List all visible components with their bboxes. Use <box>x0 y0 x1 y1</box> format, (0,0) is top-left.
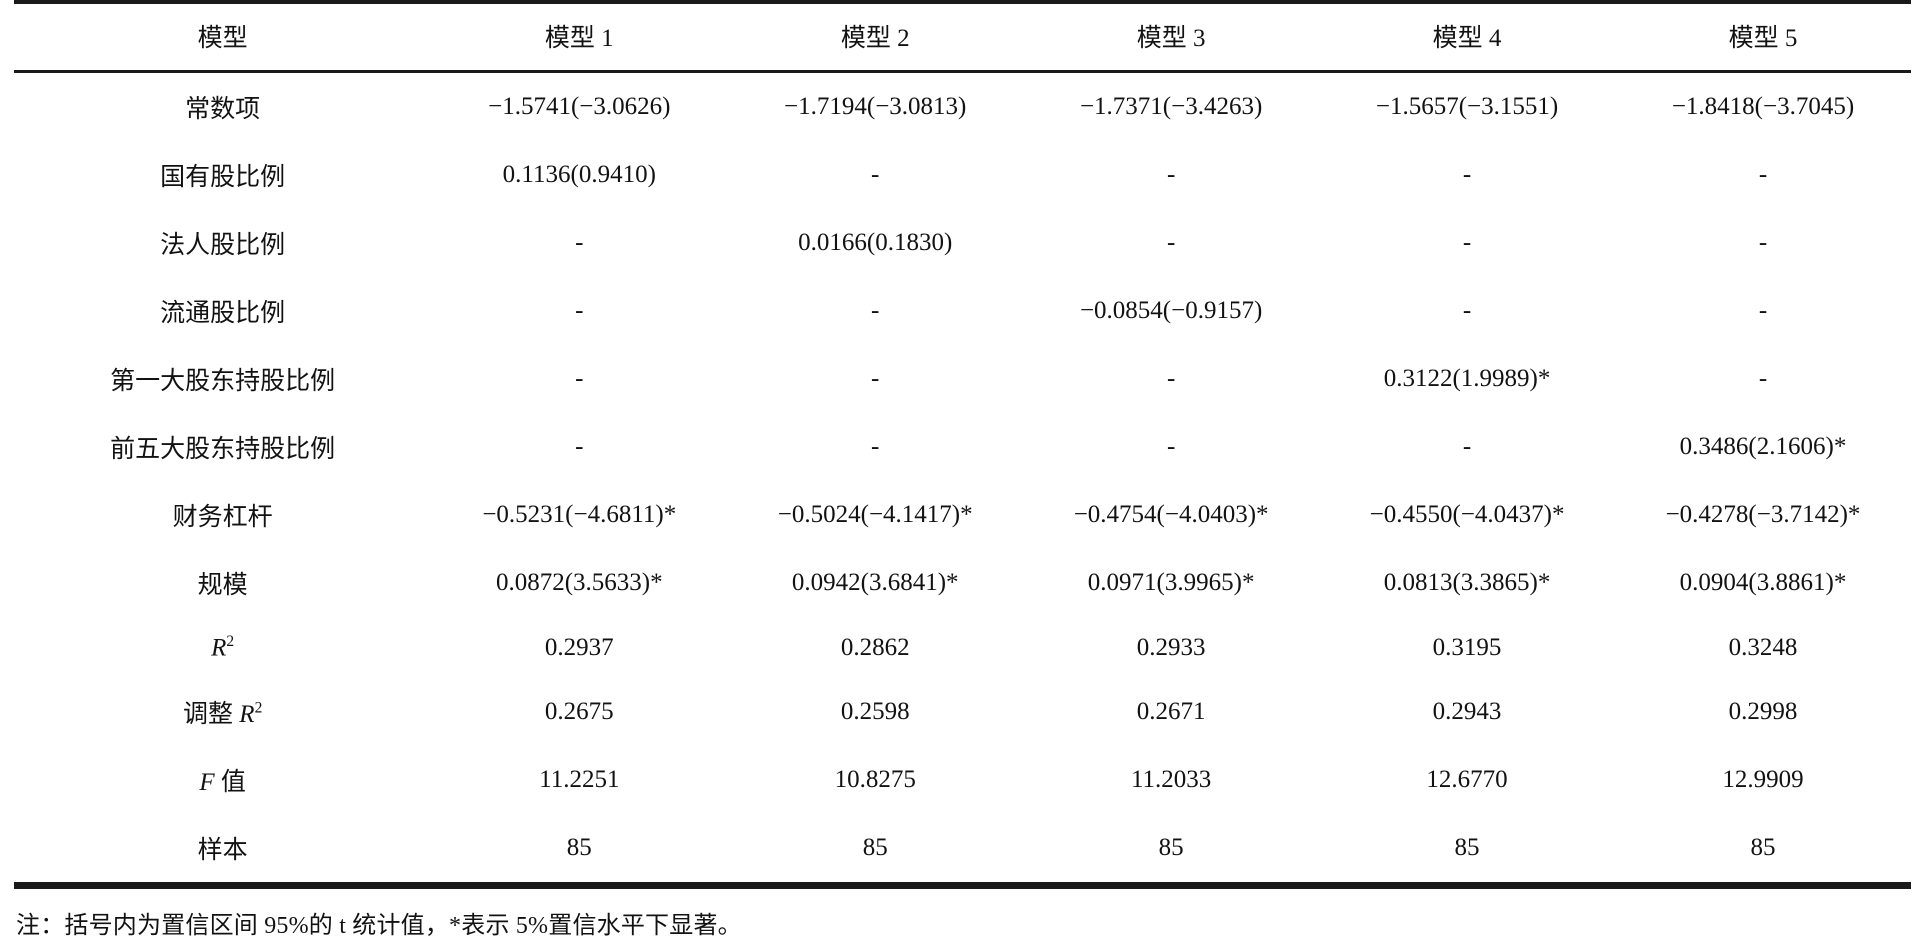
table-cell: - <box>1462 433 1472 460</box>
table-cell: - <box>871 433 880 460</box>
table-note: 注：括号内为置信区间 95%的 t 统计值，*表示 5%置信水平下显著。 <box>16 913 742 940</box>
table-cell: 10.8275 <box>834 766 916 794</box>
table-cell: 12.9909 <box>1722 766 1804 794</box>
table-cell: 85 <box>1454 834 1480 862</box>
table-cell: −0.4278(−3.7142)* <box>1665 501 1861 528</box>
table-cell: 0.0904(3.8861)* <box>1679 569 1847 596</box>
row-label: 财务杠杆 <box>172 504 273 531</box>
table-header: 模型 模型 1 模型 2 模型 3 模型 4 模型 5 <box>14 2 1911 72</box>
table-cell: - <box>1758 297 1768 324</box>
table-cell: −1.5741(−3.0626) <box>488 93 671 120</box>
table-cell: 12.6770 <box>1426 766 1508 794</box>
table-cell: - <box>871 161 880 188</box>
row-label: 常数项 <box>185 96 261 123</box>
row-label: F 值 <box>199 769 246 797</box>
row-label: 调整 R2 <box>183 700 263 729</box>
table-cell: 0.3195 <box>1432 633 1502 661</box>
table-cell: 0.0813(3.3865)* <box>1383 569 1551 596</box>
table-cell: - <box>1166 229 1176 256</box>
table-cell: −1.8418(−3.7045) <box>1671 93 1855 120</box>
table-cell: - <box>1166 161 1176 188</box>
table-cell: 85 <box>1750 834 1776 862</box>
table-cell: 0.2862 <box>840 633 910 661</box>
table-cell: 0.2943 <box>1432 698 1502 726</box>
table-body: 常数项 −1.5741(−3.0626) −1.7194(−3.0813) −1.73… <box>14 71 1911 884</box>
table-cell: −0.0854(−0.9157) <box>1079 297 1263 324</box>
table-cell: - <box>1462 161 1472 188</box>
row-label: 第一大股东持股比例 <box>110 368 336 395</box>
table-row: 法人股比例 - 0.0166(0.1830) - - - <box>14 209 1911 277</box>
table-cell: 11.2033 <box>1130 766 1212 794</box>
table-row: 调整 R2 0.2675 0.2598 0.2671 0.2943 0.2998 <box>14 678 1911 746</box>
table-cell: 0.2598 <box>840 698 910 726</box>
row-label: 法人股比例 <box>160 232 286 259</box>
table-cell: - <box>1166 365 1176 392</box>
table-row: 常数项 −1.5741(−3.0626) −1.7194(−3.0813) −1.73… <box>14 71 1911 142</box>
table-cell: 0.2937 <box>544 633 614 661</box>
table-row: R2 0.2937 0.2862 0.2933 0.3195 0.3248 <box>14 617 1911 678</box>
table-row: 财务杠杆 −0.5231(−4.6811)* −0.5024(−4.1417)* −0… <box>14 481 1911 549</box>
table-cell: - <box>575 433 584 460</box>
table-cell: 0.0971(3.9965)* <box>1087 569 1255 596</box>
table-cell: - <box>575 229 584 256</box>
row-label: 国有股比例 <box>160 164 286 191</box>
column-header-2: 模型 2 <box>840 25 910 52</box>
table-bottom-rule <box>14 885 1911 890</box>
column-header-0: 模型 <box>197 25 248 52</box>
row-label: R2 <box>211 633 235 662</box>
table-cell: 0.2933 <box>1136 633 1206 661</box>
table-cell: - <box>1462 229 1472 256</box>
table-row: 样本 85 85 85 85 85 <box>14 814 1911 884</box>
table-cell: 85 <box>566 834 592 862</box>
table-cell: - <box>575 297 584 324</box>
table-cell: −0.4550(−4.0437)* <box>1369 501 1565 528</box>
table-cell: −1.7371(−3.4263) <box>1079 93 1263 120</box>
table-row: 第一大股东持股比例 - - - 0.3122(1.9989)* - <box>14 345 1911 413</box>
table-cell: 0.0166(0.1830) <box>798 229 953 256</box>
table-cell: 0.3486(2.1606)* <box>1679 433 1847 460</box>
table-cell: - <box>575 365 584 392</box>
table-cell: −0.5024(−4.1417)* <box>777 501 973 528</box>
column-header-4: 模型 4 <box>1432 25 1502 52</box>
column-header-5: 模型 5 <box>1728 25 1798 52</box>
table-cell: −0.4754(−4.0403)* <box>1073 501 1269 528</box>
table-cell: 0.2671 <box>1136 698 1206 726</box>
table-cell: - <box>1758 365 1768 392</box>
table-cell: −1.7194(−3.0813) <box>784 93 967 120</box>
table-cell: 85 <box>1158 834 1184 862</box>
row-label: 流通股比例 <box>160 300 286 327</box>
table-row: F 值 11.2251 10.8275 11.2033 12.6770 12.9909 <box>14 746 1911 814</box>
row-label: 样本 <box>197 837 248 865</box>
table-cell: 0.3248 <box>1728 633 1798 661</box>
row-label: 前五大股东持股比例 <box>110 436 336 463</box>
table-cell: −0.5231(−4.6811)* <box>482 501 677 528</box>
regression-results-table: 模型 模型 1 模型 2 模型 3 模型 4 模型 5 常数项 −1.5741(−… <box>14 0 1911 885</box>
column-header-3: 模型 3 <box>1136 25 1206 52</box>
column-header-1: 模型 1 <box>544 25 614 52</box>
table-header-row: 模型 模型 1 模型 2 模型 3 模型 4 模型 5 <box>14 2 1911 72</box>
table-cell: - <box>871 297 880 324</box>
table-cell: - <box>1462 297 1472 324</box>
table-cell: 0.2675 <box>544 698 614 726</box>
table-row: 流通股比例 - - −0.0854(−0.9157) - - <box>14 277 1911 345</box>
table-cell: 0.0872(3.5633)* <box>495 569 663 596</box>
table-row: 国有股比例 0.1136(0.9410) - - - - <box>14 141 1911 209</box>
table-row: 规模 0.0872(3.5633)* 0.0942(3.6841)* 0.0971(3… <box>14 549 1911 617</box>
table-cell: - <box>1758 161 1768 188</box>
table-cell: 0.3122(1.9989)* <box>1383 365 1551 392</box>
table-cell: 0.2998 <box>1728 698 1798 726</box>
table-cell: - <box>1166 433 1176 460</box>
table-cell: −1.5657(−3.1551) <box>1375 93 1559 120</box>
table-cell: 0.0942(3.6841)* <box>791 569 959 596</box>
table-cell: - <box>871 365 880 392</box>
row-label: 规模 <box>197 572 248 599</box>
table-row: 前五大股东持股比例 - - - - 0.3486(2.1606)* <box>14 413 1911 481</box>
table-cell: - <box>1758 229 1768 256</box>
table-cell: 11.2251 <box>539 766 620 794</box>
table-cell: 85 <box>862 834 888 862</box>
table-cell: 0.1136(0.9410) <box>502 161 656 188</box>
